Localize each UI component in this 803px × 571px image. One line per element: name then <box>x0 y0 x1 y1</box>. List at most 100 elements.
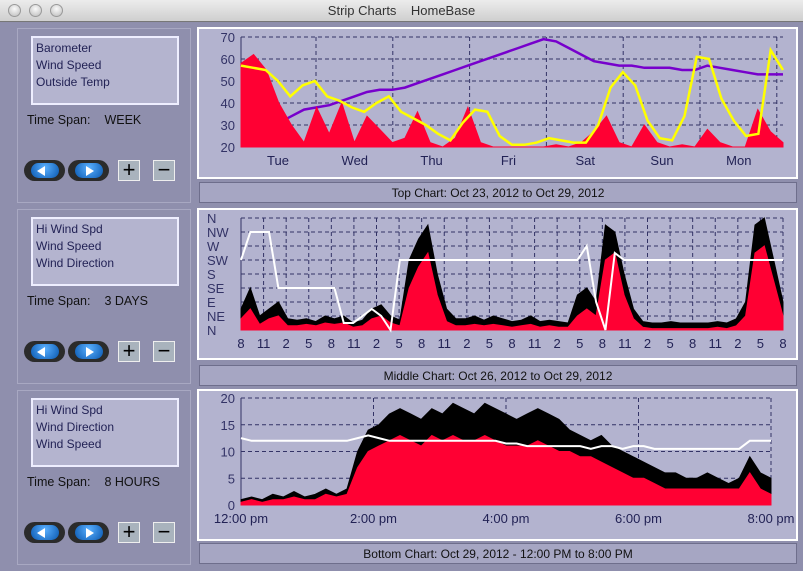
x-tick-label: 6:00 pm <box>615 511 662 526</box>
wind-speed-series <box>240 434 772 506</box>
top-chart: 20 30 40 50 60 70 Tue Wed Thu Fri Sat Sun Mon <box>197 27 798 179</box>
x-tick-label: 11 <box>618 336 632 351</box>
x-tick-label: 5 <box>486 336 493 351</box>
x-tick-label: 8 <box>418 336 425 351</box>
right-arrow-icon <box>74 525 103 540</box>
y-tick-label: 0 <box>228 498 235 513</box>
y-tick-label: NE <box>207 309 225 324</box>
bottom-series-list[interactable]: Hi Wind Spd Wind Direction Wind Speed <box>31 398 179 467</box>
bottom-zoom-in-button[interactable]: + <box>118 521 140 543</box>
x-tick-label: 2:00 pm <box>350 511 397 526</box>
wind-direction-series <box>240 434 771 450</box>
top-zoom-out-button[interactable]: − <box>153 159 175 181</box>
x-tick-label: 11 <box>709 336 723 351</box>
y-tick-label: 50 <box>221 74 235 89</box>
left-arrow-icon <box>30 163 59 178</box>
x-tick-label: 8 <box>599 336 606 351</box>
x-tick-label: 5 <box>576 336 583 351</box>
bottom-back-button[interactable] <box>24 522 65 543</box>
wind-direction-series <box>240 231 783 333</box>
title-bar: Strip Charts HomeBase <box>0 0 803 22</box>
y-tick-label: N <box>207 211 216 226</box>
barometer-series <box>241 37 783 127</box>
bottom-control-panel: Hi Wind Spd Wind Direction Wind Speed Time… <box>17 390 191 565</box>
x-tick-label: Mon <box>726 153 751 168</box>
time-span-label: Time Span: <box>27 294 91 308</box>
bottom-zoom-out-button[interactable]: − <box>153 521 175 543</box>
time-span-value: 8 HOURS <box>104 475 161 489</box>
window-title: Strip Charts HomeBase <box>327 3 476 18</box>
series-list-item[interactable]: Hi Wind Spd <box>36 222 103 236</box>
hi-wind-spd-series <box>240 217 784 331</box>
y-tick-label: 70 <box>221 30 235 45</box>
y-tick-label: N <box>207 323 216 338</box>
outside-temp-series <box>240 46 785 147</box>
y-tick-label: 5 <box>228 471 235 486</box>
middle-control-panel: Hi Wind Spd Wind Speed Wind Direction Time… <box>17 209 191 384</box>
top-forward-button[interactable] <box>68 160 109 181</box>
left-arrow-icon <box>30 525 59 540</box>
zoom-window-button[interactable] <box>50 4 63 17</box>
left-arrow-icon <box>30 344 59 359</box>
x-tick-label: 5 <box>757 336 764 351</box>
time-span-value: 3 DAYS <box>104 294 148 308</box>
middle-zoom-out-button[interactable]: − <box>153 340 175 362</box>
x-tick-label: 8 <box>237 336 244 351</box>
top-back-button[interactable] <box>24 160 65 181</box>
y-tick-label: SE <box>207 281 225 296</box>
series-list-item[interactable]: Wind Speed <box>36 437 102 451</box>
y-tick-label: 20 <box>221 140 235 155</box>
x-tick-label: Fri <box>501 153 516 168</box>
bottom-chart: 0 5 10 15 20 12:00 pm 2:00 pm 4:00 pm 6:00 pm 8:0… <box>197 389 798 541</box>
x-tick-label: 5 <box>666 336 673 351</box>
series-list-item[interactable]: Barometer <box>36 41 93 55</box>
top-zoom-in-button[interactable]: + <box>118 159 140 181</box>
y-tick-label: 15 <box>221 418 235 433</box>
series-list-item[interactable]: Wind Direction <box>36 256 115 270</box>
bottom-forward-button[interactable] <box>68 522 109 543</box>
x-tick-label: 8 <box>508 336 515 351</box>
middle-back-button[interactable] <box>24 341 65 362</box>
x-tick-label: 2 <box>283 336 290 351</box>
x-tick-label: 2 <box>644 336 651 351</box>
y-tick-label: NW <box>207 225 229 240</box>
x-tick-label: Tue <box>267 153 289 168</box>
x-tick-label: 11 <box>438 336 452 351</box>
x-tick-label: 8 <box>689 336 696 351</box>
bottom-chart-caption: Bottom Chart: Oct 29, 2012 - 12:00 PM to… <box>199 543 797 564</box>
middle-series-list[interactable]: Hi Wind Spd Wind Speed Wind Direction <box>31 217 179 286</box>
x-tick-label: 12:00 pm <box>214 511 268 526</box>
x-tick-label: Wed <box>342 153 369 168</box>
x-tick-label: 8:00 pm <box>748 511 795 526</box>
x-tick-label: 8 <box>779 336 786 351</box>
y-tick-label: 60 <box>221 52 235 67</box>
y-tick-label: E <box>207 295 216 310</box>
y-tick-label: W <box>207 239 220 254</box>
middle-time-span: Time Span: 3 DAYS <box>27 294 148 308</box>
wind-speed-series <box>240 53 784 148</box>
close-window-button[interactable] <box>8 4 21 17</box>
x-tick-label: 4:00 pm <box>483 511 530 526</box>
series-list-item[interactable]: Hi Wind Spd <box>36 403 103 417</box>
middle-forward-button[interactable] <box>68 341 109 362</box>
right-arrow-icon <box>74 163 103 178</box>
y-tick-label: S <box>207 267 216 282</box>
x-tick-label: 2 <box>373 336 380 351</box>
x-tick-label: 8 <box>328 336 335 351</box>
top-time-span: Time Span: WEEK <box>27 113 141 127</box>
minimize-window-button[interactable] <box>29 4 42 17</box>
x-tick-label: 11 <box>257 336 271 351</box>
top-series-list[interactable]: Barometer Wind Speed Outside Temp <box>31 36 179 105</box>
series-list-item[interactable]: Wind Speed <box>36 239 102 253</box>
middle-zoom-in-button[interactable]: + <box>118 340 140 362</box>
middle-chart-caption: Middle Chart: Oct 26, 2012 to Oct 29, 20… <box>199 365 797 386</box>
series-list-item[interactable]: Wind Direction <box>36 420 115 434</box>
series-list-item[interactable]: Wind Speed <box>36 58 102 72</box>
time-span-label: Time Span: <box>27 475 91 489</box>
y-tick-label: 30 <box>221 118 235 133</box>
time-span-label: Time Span: <box>27 113 91 127</box>
series-list-item[interactable]: Outside Temp <box>36 75 110 89</box>
x-tick-label: 5 <box>395 336 402 351</box>
x-tick-label: Sun <box>650 153 673 168</box>
bottom-time-span: Time Span: 8 HOURS <box>27 475 160 489</box>
